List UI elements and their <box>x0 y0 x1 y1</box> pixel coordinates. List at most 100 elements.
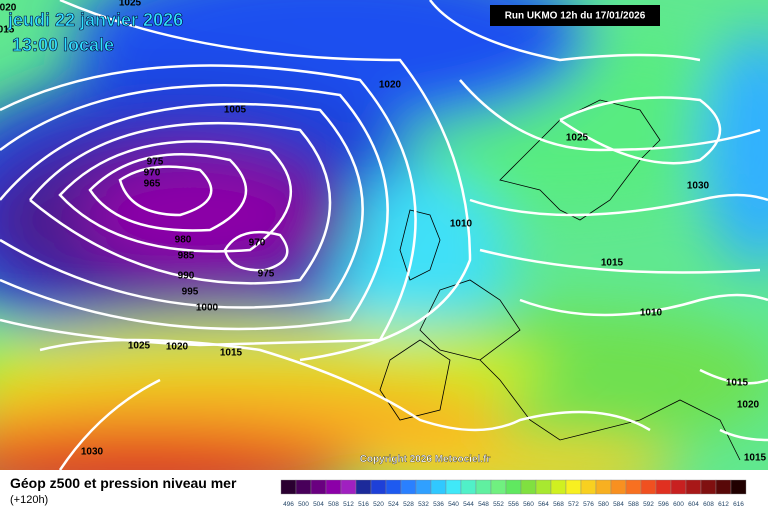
scale-box <box>400 479 417 495</box>
scale-box <box>430 479 447 495</box>
scale-label: 524 <box>388 501 399 508</box>
scale-label: 552 <box>493 501 504 508</box>
scale-label: 500 <box>298 501 309 508</box>
isobar-label: 1030 <box>687 181 710 192</box>
scale-label: 576 <box>583 501 594 508</box>
isobar-label: 980 <box>175 235 192 246</box>
scale-label: 540 <box>448 501 459 508</box>
scale-label: 592 <box>643 501 654 508</box>
scale-label: 568 <box>553 501 564 508</box>
scale-box <box>595 479 612 495</box>
scale-box <box>355 479 372 495</box>
scale-box <box>565 479 582 495</box>
scale-box <box>415 479 432 495</box>
isobar-label: 1010 <box>640 308 663 319</box>
isobar-label: 1010 <box>450 219 473 230</box>
scale-label: 496 <box>283 501 294 508</box>
scale-box <box>280 479 297 495</box>
isobar-label: 020 <box>0 3 17 14</box>
color-scale: 496 500 504 508 512 516 520 524 528 532 536 540 544 5… <box>280 479 747 508</box>
run-box <box>490 5 660 26</box>
isobar-label: 975 <box>147 157 164 168</box>
scale-box <box>505 479 522 495</box>
scale-box <box>445 479 462 495</box>
isobar-label: 995 <box>182 287 199 298</box>
scale-box <box>535 479 552 495</box>
date-label: jeudi 22 janvier 2026 <box>7 10 183 30</box>
isobar-labels: 0200151025102010059759709659809859909951… <box>0 0 767 464</box>
scale-label: 528 <box>403 501 414 508</box>
scale-label: 548 <box>478 501 489 508</box>
isobar-label: 1025 <box>128 341 151 352</box>
isobar-label: 1015 <box>726 378 749 389</box>
scale-box <box>475 479 492 495</box>
isobar-label: 1000 <box>196 303 219 314</box>
scale-box <box>520 479 537 495</box>
scale-label: 612 <box>718 501 729 508</box>
isobar-label: 975 <box>258 269 275 280</box>
scale-box <box>370 479 387 495</box>
scale-label: 596 <box>658 501 669 508</box>
copyright: Copyright 2026 Meteociel.fr <box>360 454 491 465</box>
scale-label: 512 <box>343 501 354 508</box>
isobar-label: 965 <box>144 179 161 190</box>
scale-label: 556 <box>508 501 519 508</box>
scale-box <box>685 479 702 495</box>
coastlines <box>379 99 741 461</box>
isobar-label: 015 <box>0 25 15 36</box>
scale-box <box>715 479 732 495</box>
scale-label: 572 <box>568 501 579 508</box>
scale-label: 604 <box>688 501 699 508</box>
scale-box <box>625 479 642 495</box>
scale-box <box>490 479 507 495</box>
isobar-label: 1015 <box>601 258 624 269</box>
scale-box <box>385 479 402 495</box>
scale-label: 560 <box>523 501 534 508</box>
run-label: Run UKMO 12h du 17/01/2026 <box>505 11 646 22</box>
isobar-label: 1020 <box>737 400 760 411</box>
scale-box <box>610 479 627 495</box>
isobar-label: 1030 <box>81 447 104 458</box>
scale-box <box>550 479 567 495</box>
scale-label: 532 <box>418 501 429 508</box>
isobar-label: 970 <box>144 168 161 179</box>
scale-box <box>460 479 477 495</box>
isobar-label: 1005 <box>224 105 247 116</box>
isobar-label: 990 <box>178 271 195 282</box>
scale-label: 516 <box>358 501 369 508</box>
scale-label: 564 <box>538 501 549 508</box>
scale-label: 584 <box>613 501 624 508</box>
scale-label: 588 <box>628 501 639 508</box>
scale-box <box>700 479 717 495</box>
scale-label: 520 <box>373 501 384 508</box>
isobar-label: 1025 <box>566 133 589 144</box>
isobar-label: 1015 <box>220 348 243 359</box>
scale-box <box>655 479 672 495</box>
isobars <box>0 0 768 470</box>
footer-subtitle: (+120h) <box>10 494 48 506</box>
isobar-label: 1015 <box>744 453 767 464</box>
isobar-label: 970 <box>249 238 266 249</box>
scale-box <box>730 479 747 495</box>
scale-box <box>640 479 657 495</box>
scale-box <box>295 479 312 495</box>
time-label: 13:00 locale <box>12 35 114 55</box>
isobar-label: 1025 <box>119 0 142 9</box>
footer-title: Géop z500 et pression niveau mer <box>10 475 237 491</box>
isobar-label: 985 <box>178 251 195 262</box>
scale-box <box>340 479 357 495</box>
scale-label: 544 <box>463 501 474 508</box>
scale-box <box>325 479 342 495</box>
scale-label: 616 <box>733 501 744 508</box>
scale-box <box>310 479 327 495</box>
scale-label: 504 <box>313 501 324 508</box>
scale-label: 580 <box>598 501 609 508</box>
scale-label: 600 <box>673 501 684 508</box>
scale-label: 508 <box>328 501 339 508</box>
isobar-label: 1020 <box>166 342 189 353</box>
scale-box <box>580 479 597 495</box>
isobar-label: 1020 <box>379 80 402 91</box>
scale-label: 536 <box>433 501 444 508</box>
